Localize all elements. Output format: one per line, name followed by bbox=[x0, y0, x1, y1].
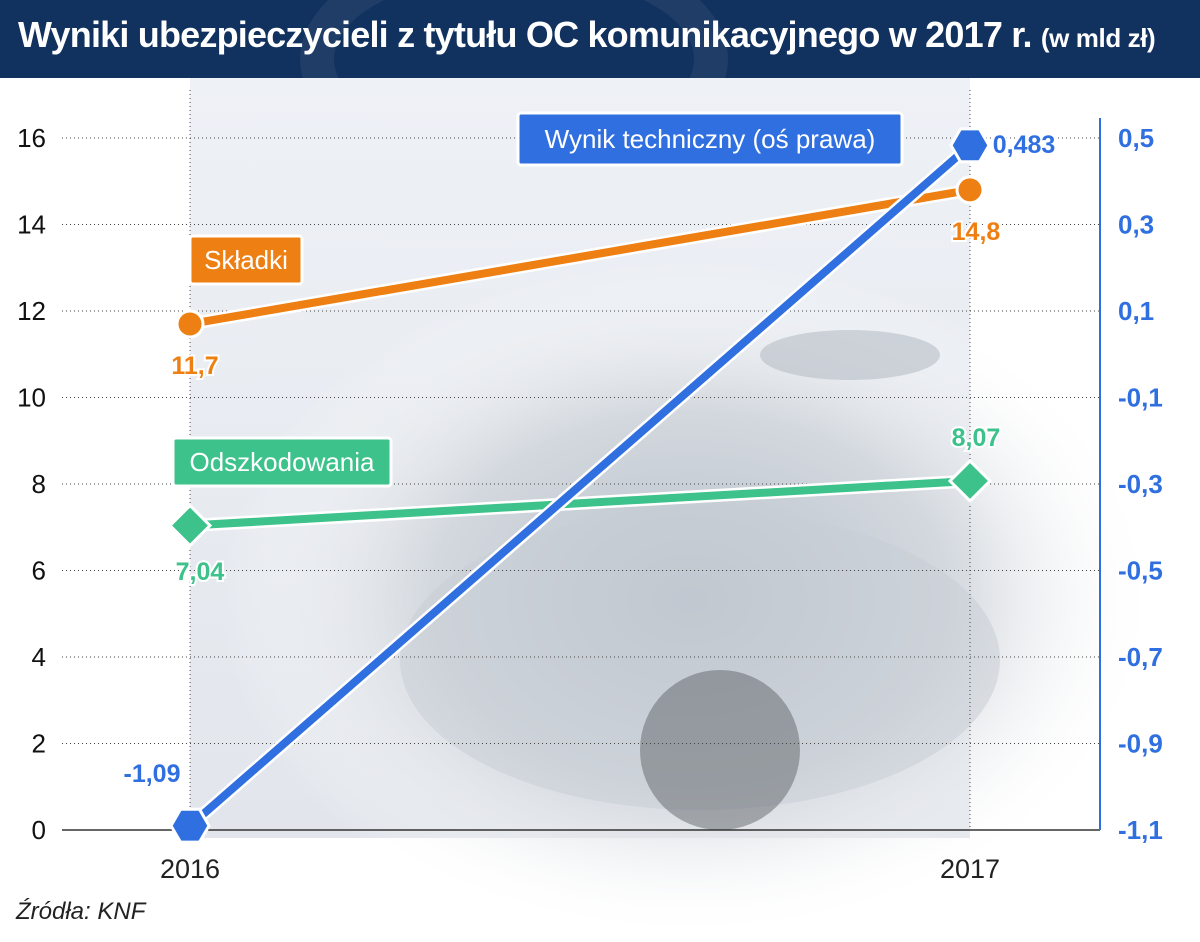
title-unit: (w mld zł) bbox=[1040, 23, 1156, 53]
left-tick-label: 12 bbox=[17, 296, 46, 326]
title-bar: Wyniki ubezpieczycieli z tytułu OC komun… bbox=[0, 0, 1200, 78]
car-silhouette bbox=[400, 510, 1000, 810]
background-car bbox=[760, 330, 940, 380]
right-tick-label: -0,3 bbox=[1118, 469, 1163, 499]
x-tick-label: 2016 bbox=[160, 854, 220, 884]
source-note: Źródła: KNF bbox=[16, 898, 146, 925]
data-point-diamond bbox=[167, 503, 213, 548]
left-tick-label: 6 bbox=[32, 556, 46, 586]
title-text: Wyniki ubezpieczycieli z tytułu OC komun… bbox=[18, 14, 1032, 55]
right-tick-label: 0,5 bbox=[1118, 123, 1154, 153]
right-tick-label: 0,1 bbox=[1118, 296, 1154, 326]
series-line-0 bbox=[186, 185, 974, 328]
data-label: -1,09 bbox=[124, 760, 181, 788]
data-point-diamond bbox=[947, 458, 993, 504]
data-label: 14,8 bbox=[952, 218, 1001, 246]
left-tick-label: 14 bbox=[17, 210, 46, 240]
data-label: 8,07 bbox=[952, 424, 1001, 452]
car-wheel bbox=[640, 670, 800, 830]
right-tick-label: -0,5 bbox=[1118, 556, 1163, 586]
left-tick-label: 16 bbox=[17, 123, 46, 153]
x-tick-label: 2017 bbox=[940, 854, 1000, 884]
series-line-2 bbox=[186, 141, 974, 830]
right-tick-label: 0,3 bbox=[1118, 210, 1154, 240]
right-tick-label: -0,9 bbox=[1118, 729, 1163, 759]
legend-label: Odszkodowania bbox=[190, 447, 376, 477]
left-tick-label: 8 bbox=[32, 469, 46, 499]
right-tick-label: -0,7 bbox=[1118, 642, 1163, 672]
data-point-hexagon bbox=[949, 127, 991, 164]
legend-box bbox=[188, 234, 304, 286]
right-tick-label: -1,1 bbox=[1118, 815, 1163, 845]
series-line-1 bbox=[186, 476, 974, 530]
data-label: 0,483 bbox=[993, 131, 1056, 159]
right-tick-label: -0,1 bbox=[1118, 383, 1163, 413]
chart-title: Wyniki ubezpieczycieli z tytułu OC komun… bbox=[18, 14, 1156, 56]
data-label: 11,7 bbox=[171, 352, 218, 380]
data-point-hexagon bbox=[169, 807, 211, 844]
data-point-circle bbox=[175, 309, 205, 339]
left-tick-label: 0 bbox=[32, 815, 46, 845]
left-tick-label: 2 bbox=[32, 729, 46, 759]
data-point-circle bbox=[955, 175, 985, 205]
legend-box bbox=[171, 436, 393, 488]
legend-label: Wynik techniczny (oś prawa) bbox=[545, 124, 876, 154]
legend-box bbox=[516, 111, 904, 167]
left-tick-label: 4 bbox=[32, 642, 46, 672]
data-label: 7,04 bbox=[176, 558, 225, 586]
legend-label: Składki bbox=[204, 245, 288, 275]
left-tick-label: 10 bbox=[17, 383, 46, 413]
